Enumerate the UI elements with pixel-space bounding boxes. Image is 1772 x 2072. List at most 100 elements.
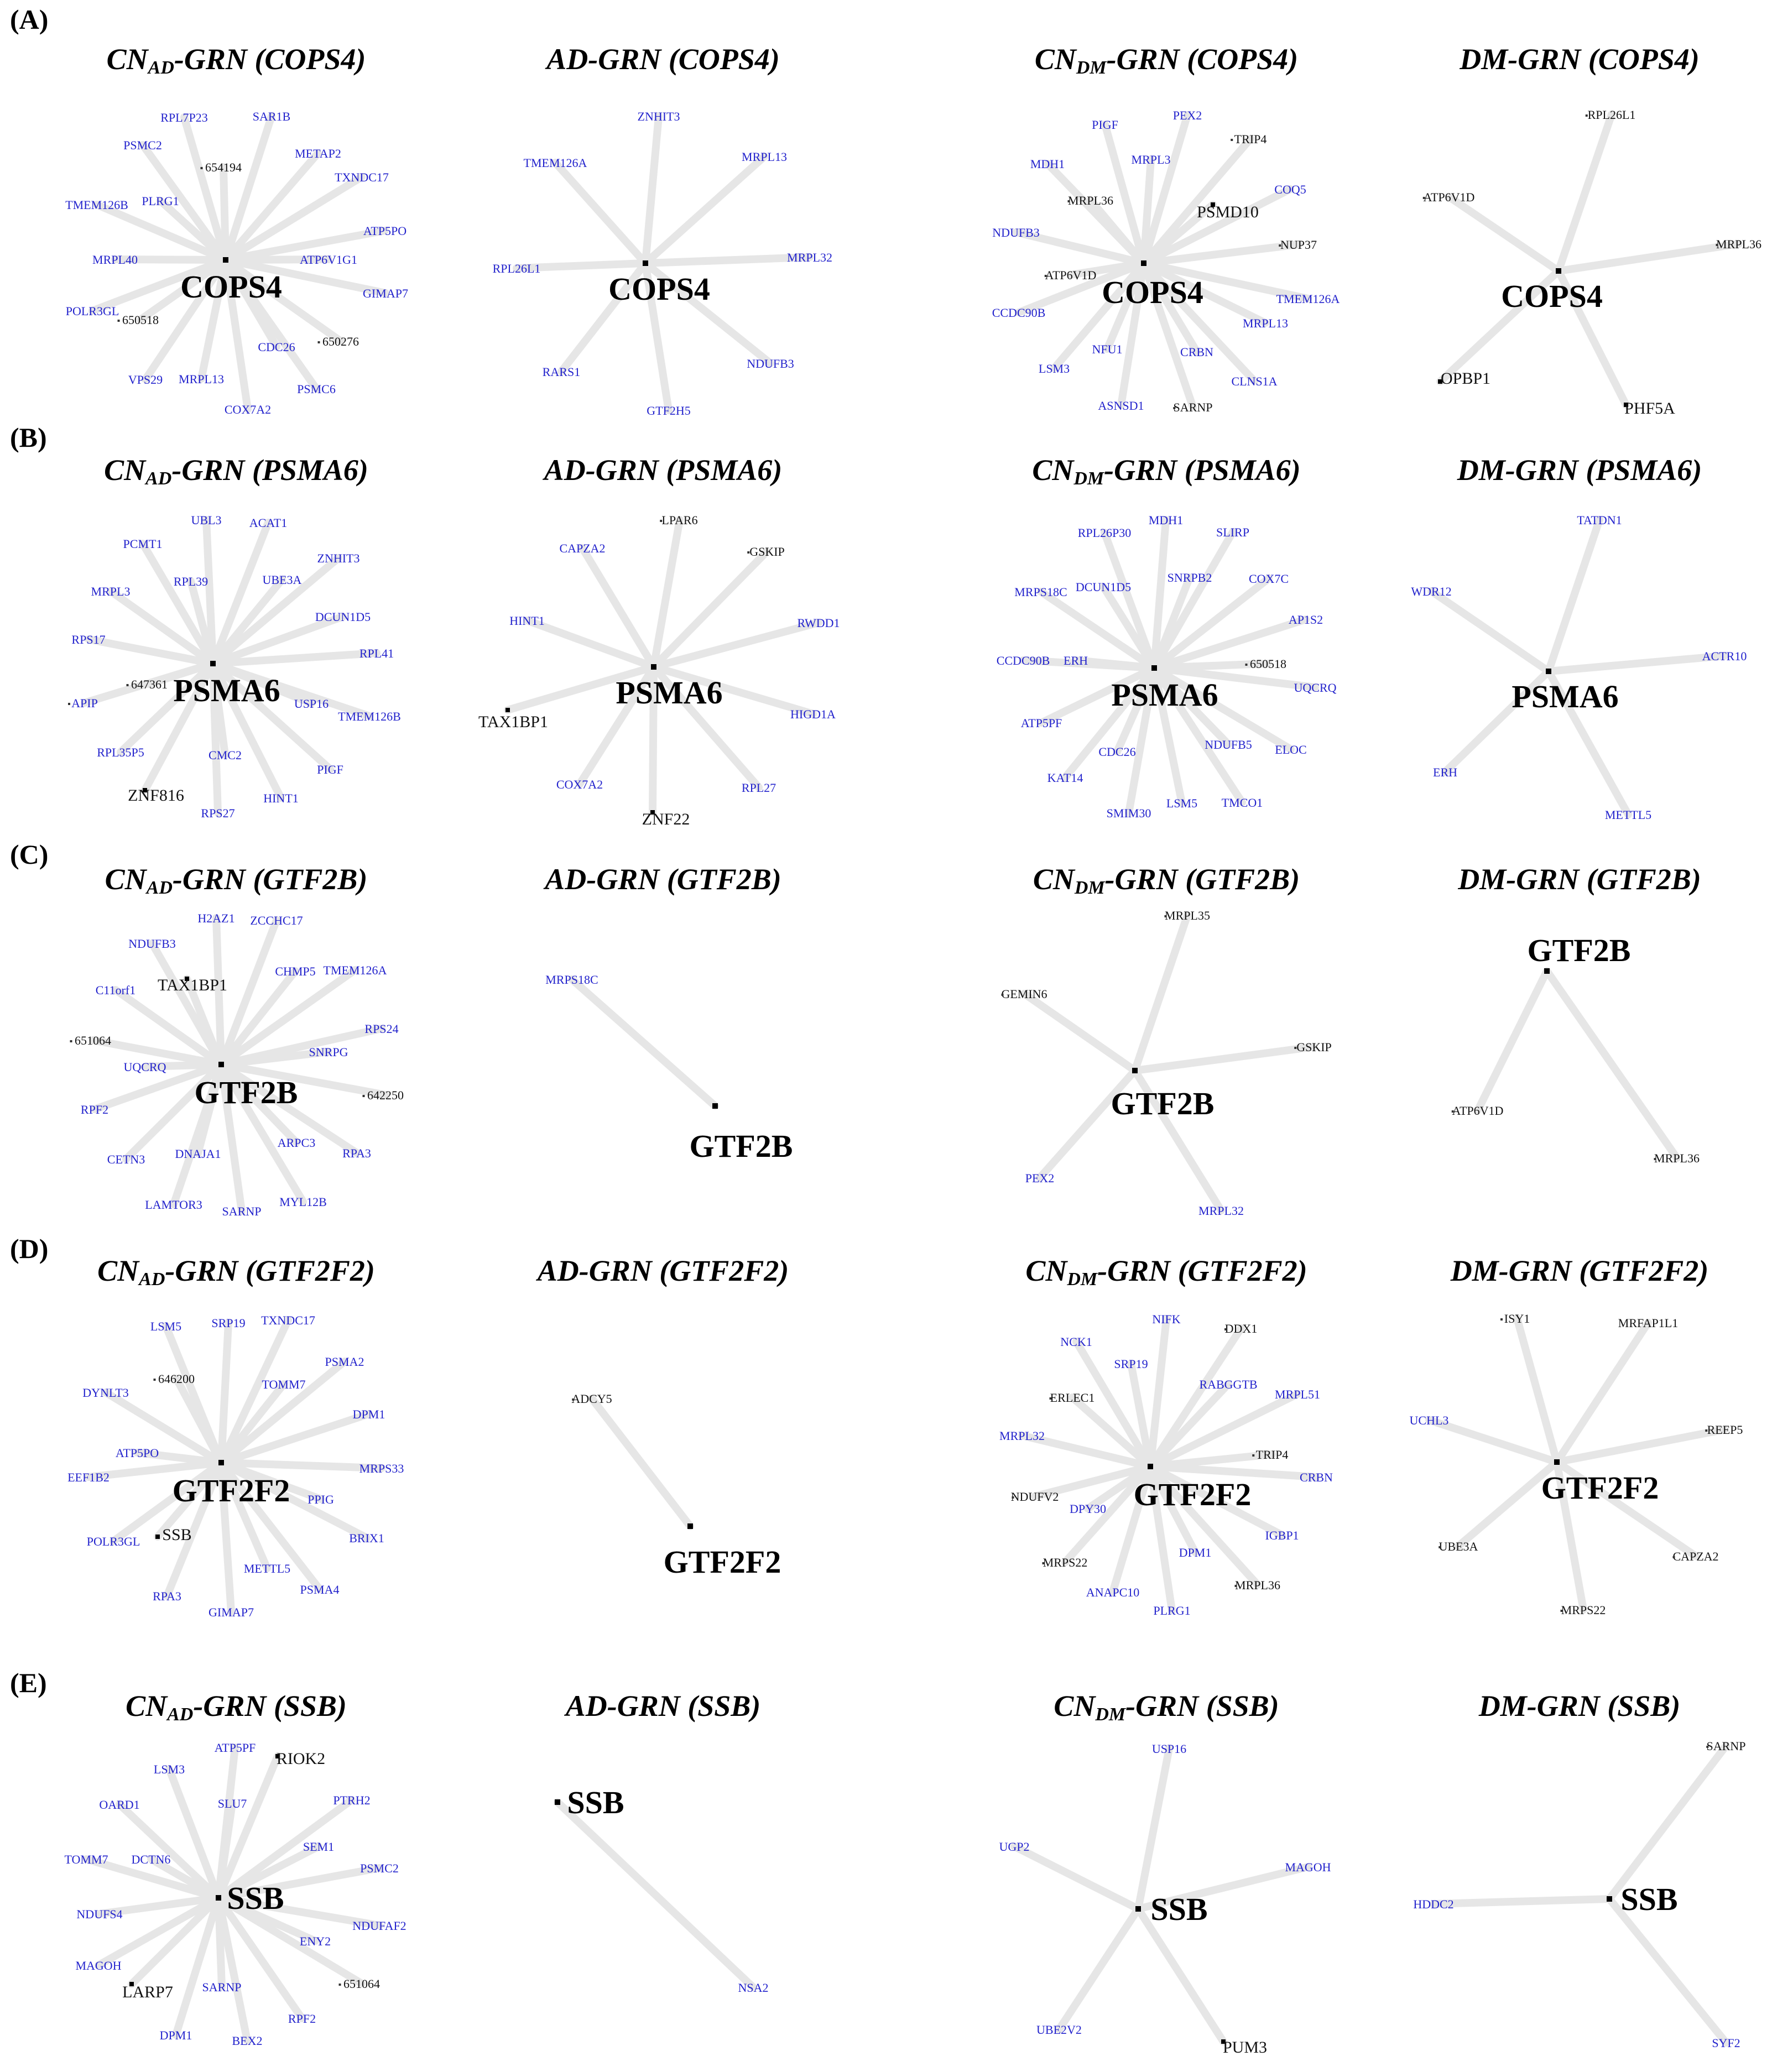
network-edge	[1140, 259, 1269, 327]
network-edge	[1037, 588, 1158, 672]
network-edge	[215, 1799, 236, 1902]
network-edge	[1125, 664, 1158, 817]
node-dot	[505, 708, 510, 712]
network-edge	[642, 112, 663, 267]
node-label: PEX2	[1025, 1171, 1055, 1185]
node-label: SMIM30	[1107, 806, 1151, 820]
panel-title: AD-GRN (SSB)	[564, 1689, 761, 1723]
node-dot	[1422, 197, 1425, 199]
grn-panel: CNDM-GRN (GTF2B) MRPL35 GEMIN6 GSKIP PEX2 MRP…	[1001, 863, 1331, 1218]
node-label: SEM1	[303, 1840, 334, 1854]
node-label: POLR3GL	[87, 1535, 140, 1548]
network-edge	[649, 663, 658, 816]
node-label: GSKIP	[1296, 1040, 1332, 1054]
network-edge	[88, 256, 230, 315]
grn-panel: DM-GRN (GTF2B) ATP6V1D MRPL36 GTF2B	[1451, 863, 1701, 1165]
node-label: ZNF22	[642, 810, 690, 828]
node-label: 651064	[343, 1977, 380, 1991]
hub-node	[1132, 1068, 1138, 1073]
row-label: (C)	[10, 839, 48, 870]
node-label: HIGD1A	[790, 707, 836, 721]
node-label: TXNDC17	[335, 170, 389, 184]
node-label: MRFAP1L1	[1618, 1316, 1678, 1330]
network-edge	[102, 1389, 225, 1466]
network-edge	[154, 1459, 225, 1541]
network-edge	[137, 256, 230, 323]
network-edge	[142, 256, 230, 383]
node-dot	[317, 341, 320, 343]
network-edge	[1606, 1895, 1730, 2047]
node-label: SSB	[162, 1526, 191, 1544]
node-dot	[143, 788, 147, 792]
node-label: MRPS33	[359, 1462, 404, 1475]
node-dot	[1624, 403, 1628, 407]
network-edge	[141, 660, 217, 794]
panel-title: DM-GRN (GTF2B)	[1457, 863, 1701, 896]
hub-label: GTF2F2	[1134, 1476, 1252, 1512]
node-dot	[1231, 139, 1233, 141]
network-edge	[1018, 1432, 1154, 1470]
node-label: ATP5PO	[116, 1446, 159, 1460]
node-label: METTL5	[244, 1562, 290, 1575]
node-label: MRPL35	[1165, 909, 1210, 922]
node-label: RPL27	[742, 781, 776, 795]
node-label: CRBN	[1180, 345, 1213, 359]
network-edge	[557, 259, 649, 375]
network-edge	[170, 1061, 225, 1208]
node-dot	[1224, 1328, 1227, 1330]
network-edge	[650, 663, 763, 791]
network-edge	[1140, 259, 1258, 385]
node-label: USP16	[1152, 1742, 1186, 1756]
network-edge	[95, 1894, 222, 1969]
node-label: KAT14	[1047, 771, 1083, 785]
network-edge	[217, 966, 359, 1068]
node-label: SRP19	[1114, 1357, 1148, 1371]
network-edge	[1140, 111, 1191, 267]
panel-title: CNDM-GRN (GTF2F2)	[1025, 1254, 1307, 1290]
grn-panel: DM-GRN (PSMA6) TATDN1 WDR12 ACTR10 ERH METTL5…	[1411, 453, 1747, 822]
network-edge	[209, 660, 373, 720]
network-edge	[217, 1380, 288, 1466]
hub-label: GTF2B	[690, 1128, 793, 1164]
node-label: PPIG	[308, 1492, 334, 1506]
network-edge	[163, 1459, 225, 1600]
node-label: APIP	[71, 696, 98, 710]
network-edge	[217, 967, 299, 1068]
node-label: SARNP	[1707, 1739, 1746, 1753]
node-label: MAGOH	[1285, 1860, 1331, 1874]
row-label: (A)	[10, 4, 48, 35]
node-label: MRPL13	[1243, 316, 1288, 330]
network-edge	[1038, 664, 1158, 727]
network-edge	[209, 649, 381, 667]
node-dot	[1705, 1429, 1708, 1432]
row-label: (B)	[10, 422, 47, 453]
network-edge	[222, 227, 389, 264]
hub-node	[651, 664, 656, 670]
node-label: UQCRQ	[1294, 681, 1336, 695]
node-label: OARD1	[99, 1798, 139, 1812]
node-dot	[660, 520, 663, 522]
node-dot	[1049, 1397, 1052, 1400]
node-dot	[1716, 244, 1718, 246]
node-label: MRPL32	[787, 250, 832, 264]
network-edge	[1131, 1067, 1225, 1214]
node-label: AP1S2	[1289, 613, 1323, 627]
node-label: NSA2	[738, 1981, 768, 1995]
hub-node	[210, 661, 216, 666]
node-label: PCMT1	[123, 537, 163, 551]
network-edge	[1146, 1315, 1170, 1470]
node-label: TAX1BP1	[478, 713, 548, 731]
node-label: NDUFAF2	[352, 1919, 406, 1933]
network-edge	[217, 1410, 373, 1466]
network-edge	[187, 577, 217, 667]
node-label: HINT1	[509, 614, 545, 628]
node-label: PHF5A	[1624, 399, 1675, 417]
grn-panel: CNAD-GRN (SSB) ATP5PF RIOK2 LSM3 OARD1 SLU7 PT…	[64, 1689, 406, 2048]
node-label: MRPL13	[179, 372, 224, 386]
node-label: MRPL36	[1068, 194, 1113, 207]
node-label: ZNF816	[128, 786, 184, 805]
network-edge	[122, 1061, 225, 1163]
network-edge	[642, 259, 774, 367]
node-label: ADCY5	[571, 1392, 612, 1406]
node-label: 654194	[205, 160, 242, 174]
